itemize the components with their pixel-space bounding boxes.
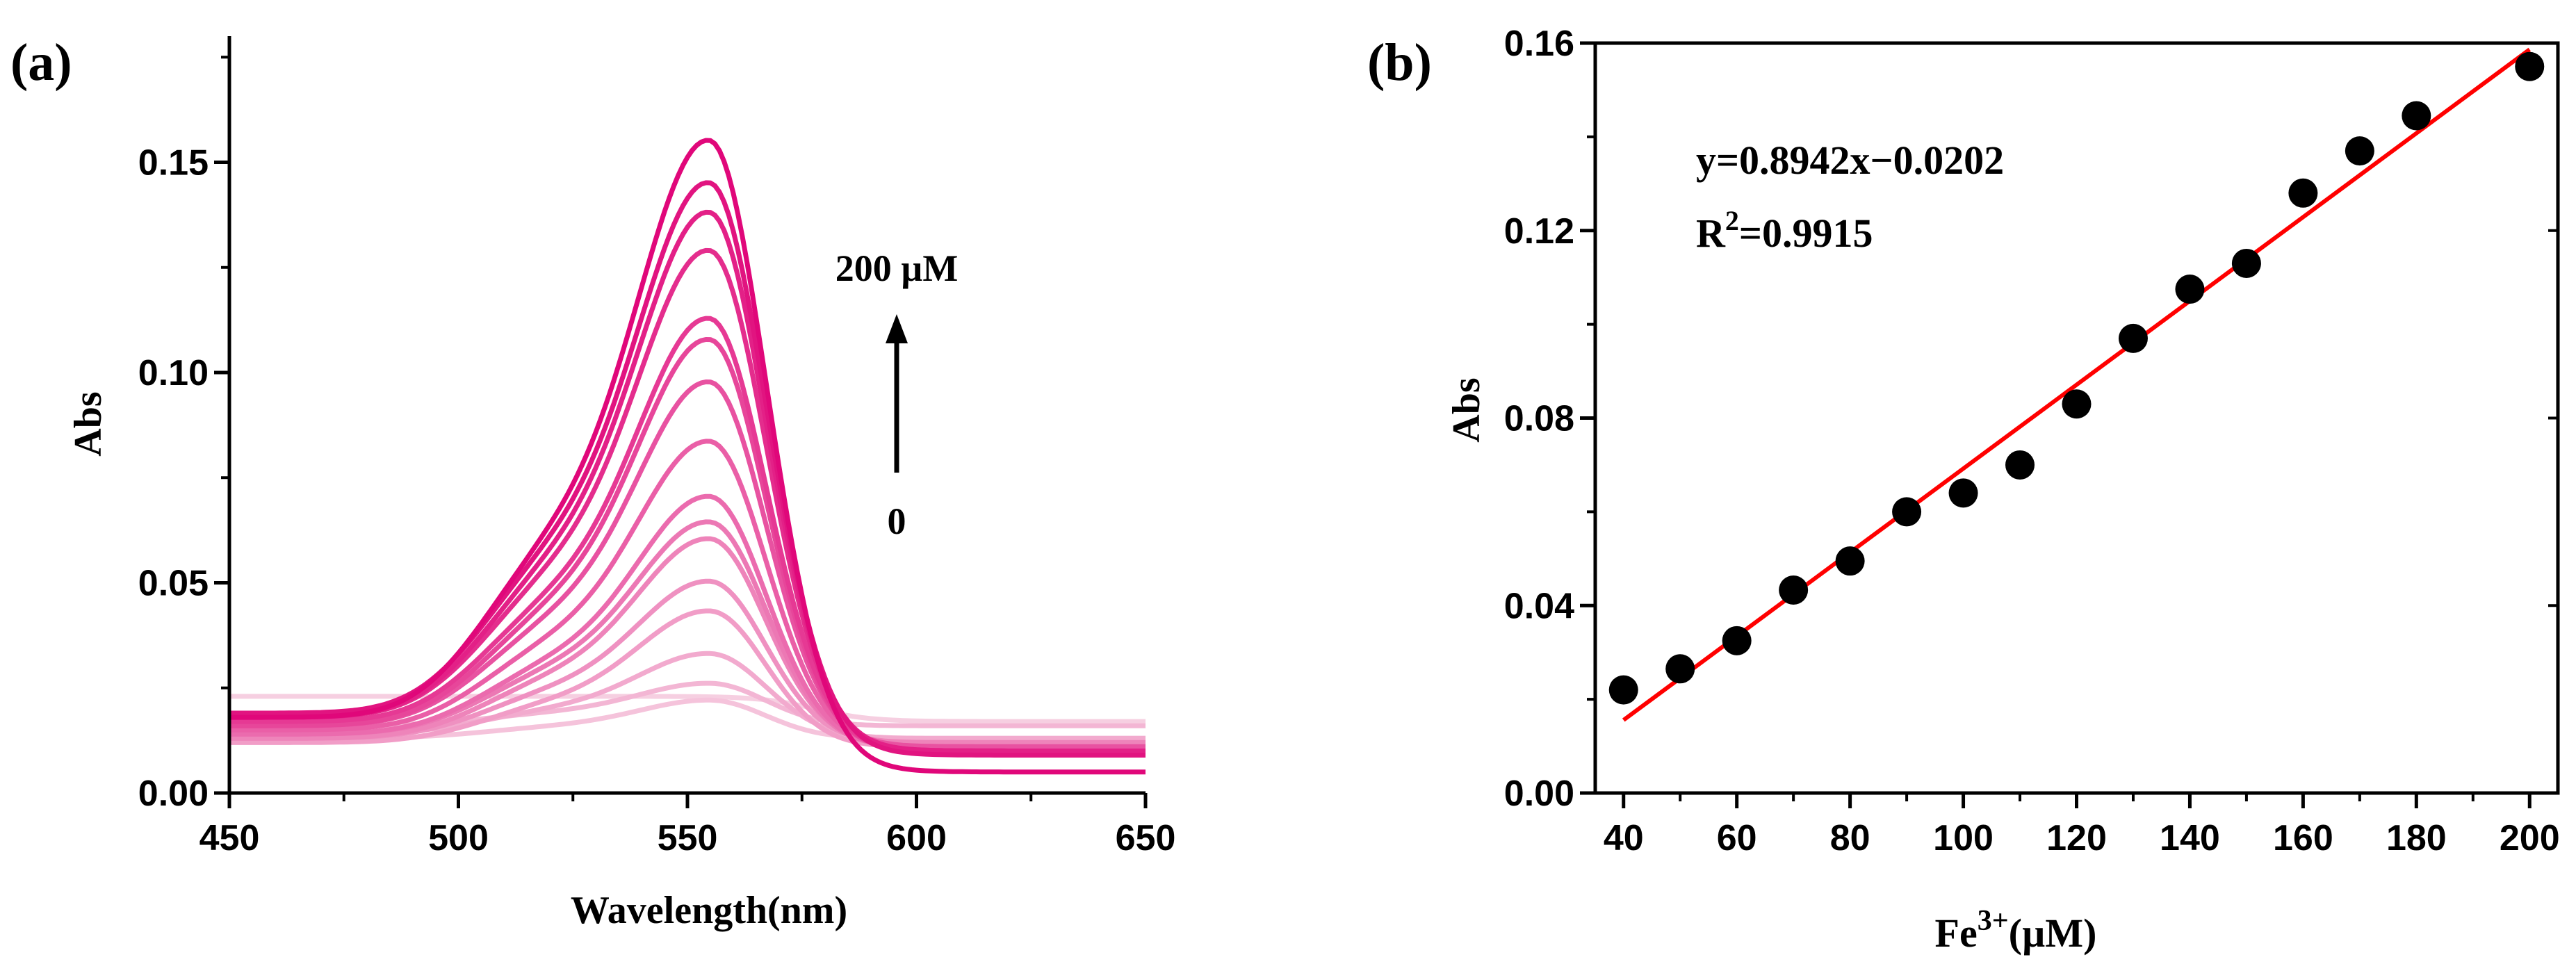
panel-b-y-tick-label: 0.12	[1504, 211, 1574, 252]
panel-b-x-tick-label: 180	[2386, 818, 2447, 858]
panel-b-x-tick-label: 140	[2160, 818, 2220, 858]
data-point	[2402, 101, 2431, 131]
data-point	[1608, 675, 1638, 705]
panel-a-tick-labels: 450 500 550 600 650 0.00 0.05 0.10 0.15	[138, 143, 1176, 859]
panel-b-y-tick-label: 0.00	[1504, 774, 1574, 814]
data-point	[1892, 497, 1922, 527]
panel-a-spectra-chart: (a) 450 500 550 600 650 0.00 0.05 0.10 0.15 Wave…	[10, 33, 1175, 932]
panel-b-fit-line	[1622, 47, 2532, 722]
panel-b-x-tick-label: 200	[2500, 818, 2560, 858]
r2-value: =0.9915	[1739, 211, 1873, 256]
panel-b-x-tick-label: 40	[1604, 818, 1644, 858]
data-point	[1948, 478, 1978, 508]
panel-a-y-tick-label: 0.00	[138, 774, 209, 814]
spectrum-line-15	[229, 180, 1146, 758]
panel-b-calibration-chart: (b) 40 60 80 100 120 140 160 180 200 0.00 0.04 0.08…	[1367, 24, 2560, 956]
x-label-superscript: 3+	[1978, 905, 2009, 937]
panel-b-y-axis-label: Abs	[1445, 377, 1488, 442]
panel-b-data-points	[1608, 51, 2545, 705]
panel-b-x-tick-label: 80	[1830, 818, 1870, 858]
panel-a-annotation-200uM: 200 µM	[835, 247, 959, 289]
panel-a-axes	[214, 36, 1148, 808]
panel-b-y-tick-label: 0.16	[1504, 24, 1574, 64]
data-point	[1665, 654, 1695, 684]
data-point	[2118, 323, 2148, 353]
r2-superscript: 2	[1725, 205, 1739, 236]
data-point	[2062, 389, 2092, 419]
data-point	[2005, 450, 2035, 480]
data-point	[1835, 546, 1865, 576]
data-point	[2345, 136, 2374, 166]
panel-a-x-axis-label: Wavelength(nm)	[571, 889, 847, 932]
panel-b-x-tick-label: 160	[2273, 818, 2333, 858]
panel-b-tick-labels: 40 60 80 100 120 140 160 180 200 0.00 0.04 0.08 0.12…	[1504, 24, 2560, 858]
panel-b-x-axis-label: Fe3+(µM)	[1935, 905, 2097, 956]
panel-b-y-tick-label: 0.08	[1504, 399, 1574, 439]
panel-b-y-tick-label: 0.04	[1504, 586, 1574, 626]
panel-b-r-squared: R2=0.9915	[1696, 205, 1873, 256]
data-point	[1779, 575, 1809, 605]
panel-b-x-tick-label: 120	[2046, 818, 2107, 858]
linear-fit-line	[1622, 47, 2532, 722]
panel-a-x-tick-label: 500	[428, 818, 489, 858]
panel-a-x-tick-label: 650	[1116, 818, 1176, 858]
panel-a-y-tick-label: 0.15	[138, 143, 209, 183]
r2-prefix: R	[1696, 211, 1726, 256]
panel-b-label: (b)	[1367, 33, 1432, 92]
panel-b-fit-equation: y=0.8942x−0.0202	[1696, 138, 2004, 183]
spectrum-line-10	[229, 379, 1146, 749]
panel-a-label: (a)	[10, 33, 72, 92]
panel-a-x-tick-label: 600	[886, 818, 947, 858]
data-point	[2515, 51, 2545, 81]
panel-a-y-tick-label: 0.05	[138, 564, 209, 604]
concentration-arrow-icon	[886, 314, 908, 473]
panel-a-y-axis-label: Abs	[67, 391, 110, 456]
panel-a-y-tick-label: 0.10	[138, 353, 209, 393]
panel-a-annotation-0: 0	[888, 500, 906, 542]
panel-a-x-tick-label: 550	[658, 818, 718, 858]
x-label-base: Fe	[1935, 910, 1978, 956]
spectrum-line-16	[229, 138, 1146, 775]
panel-b-axes	[1580, 41, 2560, 808]
panel-b-x-tick-label: 100	[1933, 818, 1994, 858]
panel-b-x-tick-label: 60	[1717, 818, 1757, 858]
panel-a-spectra-series	[229, 138, 1146, 775]
spectrum-line-0	[229, 694, 1146, 724]
data-point	[1722, 626, 1752, 655]
x-label-unit: (µM)	[2009, 910, 2097, 956]
data-point	[2231, 248, 2261, 278]
data-point	[2288, 178, 2318, 208]
spectrum-line-6	[229, 536, 1146, 745]
panel-a-x-tick-label: 450	[199, 818, 260, 858]
data-point	[2175, 275, 2205, 304]
spectrum-line-14	[229, 209, 1146, 753]
